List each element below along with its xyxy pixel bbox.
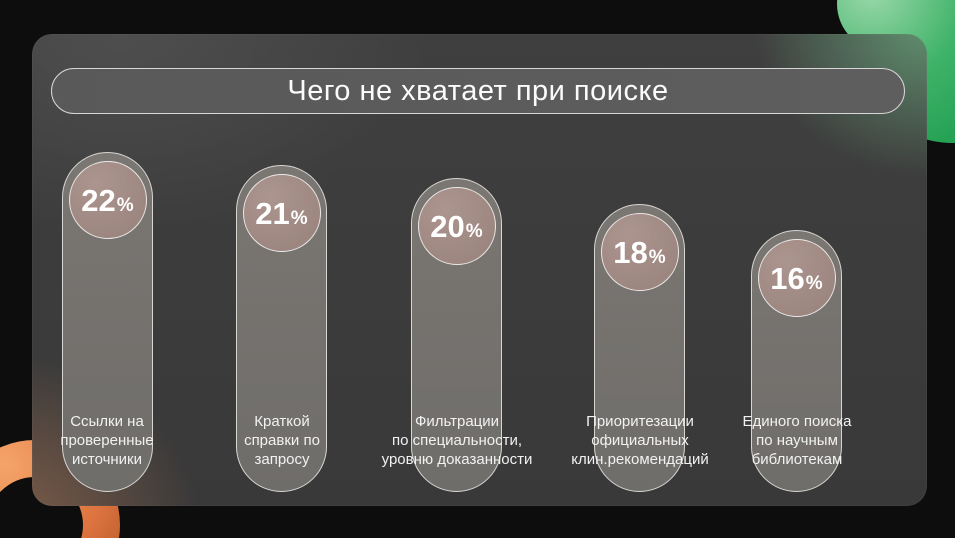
percent-sign-5: % bbox=[805, 272, 823, 294]
slide-card: Чего не хватает при поиске 22% 21% 20% 1… bbox=[32, 34, 927, 506]
percent-value-3: 20 bbox=[430, 208, 465, 244]
percent-value-1: 22 bbox=[81, 182, 116, 218]
bar-label-4: Приоритезации официальных клин.рекоменда… bbox=[571, 413, 709, 468]
percent-badge-5: 16% bbox=[757, 239, 836, 317]
slide-title-banner: Чего не хватает при поиске bbox=[51, 68, 905, 114]
percent-badge-4: 18% bbox=[600, 213, 679, 291]
percent-value-2: 21 bbox=[255, 195, 290, 231]
percent-badge-1: 22% bbox=[68, 161, 147, 239]
bar-label-1: Ссылки на проверенные источники bbox=[60, 413, 154, 468]
bar-column-3: 20% bbox=[411, 178, 502, 492]
percent-badge-2: 21% bbox=[242, 174, 321, 252]
bar-label-2: Краткой справки по запросу bbox=[244, 413, 320, 468]
bar-column-5: 16% bbox=[751, 230, 842, 492]
percent-sign-3: % bbox=[465, 220, 483, 242]
bar-column-4: 18% bbox=[594, 204, 685, 492]
percent-sign-1: % bbox=[116, 194, 134, 216]
percent-badge-3: 20% bbox=[417, 187, 496, 265]
bar-column-2: 21% bbox=[236, 165, 327, 492]
percent-value-5: 16 bbox=[770, 260, 805, 296]
percent-sign-2: % bbox=[290, 207, 308, 229]
percent-sign-4: % bbox=[648, 246, 666, 268]
bar-label-3: Фильтрации по специальности, уровню дока… bbox=[381, 413, 533, 468]
bar-label-5: Единого поиска по научным библиотекам bbox=[742, 413, 852, 468]
slide-title: Чего не хватает при поиске bbox=[287, 74, 669, 107]
bar-column-1: 22% bbox=[62, 152, 153, 492]
percent-value-4: 18 bbox=[613, 234, 648, 270]
